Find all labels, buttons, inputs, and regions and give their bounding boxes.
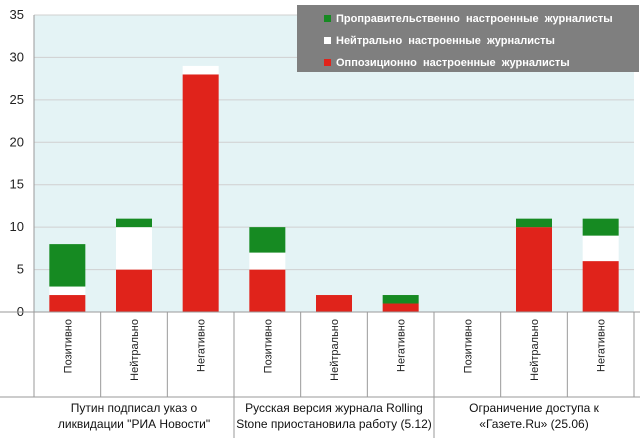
legend-swatch	[324, 15, 331, 22]
y-tick-label: 10	[10, 219, 24, 234]
bar-segment	[116, 269, 152, 312]
category-label: Позитивно	[462, 319, 474, 373]
legend: Проправительственно настроенные журналис…	[297, 5, 639, 72]
y-tick-label: 15	[10, 177, 24, 192]
category-label: Негативно	[396, 319, 408, 372]
bars	[49, 65, 619, 313]
y-tick-label: 25	[10, 92, 24, 107]
bar-segment	[249, 252, 286, 270]
bar-segment	[382, 303, 419, 312]
group-label: Русская версия журнала Rolling	[245, 401, 423, 415]
category-label: Нейтрально	[529, 319, 541, 381]
group-label: «Газете.Ru» (25.06)	[479, 417, 588, 431]
y-tick-label: 20	[10, 134, 24, 149]
bar-segment	[582, 218, 619, 236]
legend-swatch	[324, 59, 331, 66]
group-label: Stone приостановила работу (5.12)	[236, 417, 432, 431]
group-label: Путин подписал указ о	[71, 401, 198, 415]
bar-segment	[582, 261, 619, 312]
legend-swatch	[324, 37, 331, 44]
category-label: Негативно	[596, 319, 608, 372]
bar-segment	[116, 218, 152, 228]
category-label: Нейтрально	[129, 319, 141, 381]
bar-segment	[316, 295, 352, 312]
category-label: Позитивно	[62, 319, 74, 373]
legend-label: Нейтрально настроенные журналисты	[336, 35, 555, 47]
bar-segment	[49, 244, 86, 287]
bar-segment	[382, 295, 419, 304]
bar-segment	[49, 295, 86, 312]
bar-segment	[182, 65, 219, 75]
bar-segment	[516, 227, 552, 312]
y-tick-label: 5	[17, 262, 24, 277]
category-label: Негативно	[196, 319, 208, 372]
x-axis: Позитивно Нейтрально Негативно Позитивно Ней…	[0, 311, 640, 438]
bar-segment	[49, 286, 86, 296]
bar-segment	[582, 235, 619, 262]
bar-segment	[116, 227, 152, 270]
bar-segment	[182, 74, 219, 313]
bar-segment	[249, 269, 286, 312]
bar-segment	[516, 218, 552, 228]
group-label: ликвидации "РИА Новости"	[58, 417, 210, 431]
group-label: Ограничение доступа к	[469, 401, 599, 415]
category-label: Нейтрально	[329, 319, 341, 381]
category-label: Позитивно	[262, 319, 274, 373]
y-tick-label: 30	[10, 49, 24, 64]
y-axis: 05101520253035	[10, 7, 35, 319]
y-tick-label: 35	[10, 7, 24, 22]
legend-box	[297, 5, 639, 72]
legend-label: Проправительственно настроенные журналис…	[336, 13, 613, 25]
legend-label: Оппозиционно настроенные журналисты	[336, 57, 570, 69]
bar-segment	[249, 227, 286, 253]
